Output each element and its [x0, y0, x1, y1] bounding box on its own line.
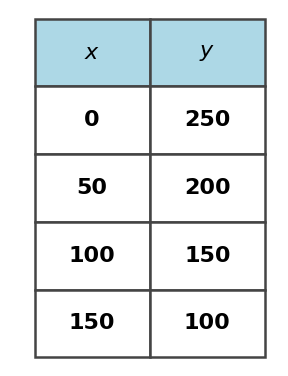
Bar — [150, 86, 265, 154]
Bar — [35, 154, 150, 222]
Text: 150: 150 — [69, 313, 115, 334]
Text: 150: 150 — [184, 246, 231, 266]
Text: $\mathbf{\mathit{y}}$: $\mathbf{\mathit{y}}$ — [199, 42, 215, 63]
Text: 250: 250 — [184, 110, 231, 130]
Bar — [150, 19, 265, 86]
Bar — [35, 290, 150, 357]
Bar — [35, 19, 150, 86]
Bar — [150, 154, 265, 222]
Text: 200: 200 — [184, 178, 231, 198]
Text: 50: 50 — [77, 178, 108, 198]
Bar — [150, 222, 265, 290]
Bar — [35, 86, 150, 154]
Text: 100: 100 — [184, 313, 231, 334]
Text: $\mathbf{\mathit{x}}$: $\mathbf{\mathit{x}}$ — [84, 42, 100, 63]
Bar — [35, 222, 150, 290]
Text: 100: 100 — [69, 246, 115, 266]
Text: 0: 0 — [84, 110, 100, 130]
Bar — [150, 290, 265, 357]
